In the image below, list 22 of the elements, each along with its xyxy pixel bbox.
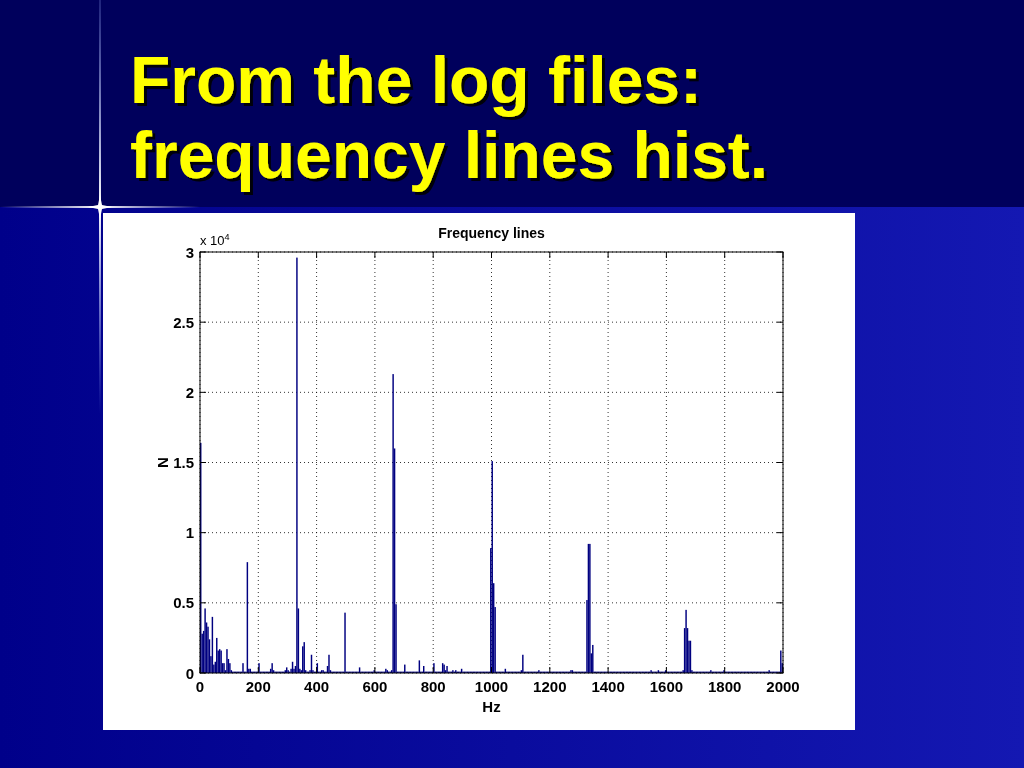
- y-tick-label: 3: [185, 243, 194, 261]
- x-tick-label: 800: [420, 678, 446, 695]
- x-tick-label: 1400: [591, 678, 625, 695]
- x-axis-title: Hz: [482, 698, 501, 715]
- y-tick-label: 0: [185, 664, 194, 682]
- x-tick-label: 2000: [766, 678, 800, 695]
- text: x 10$^{4}$: [200, 232, 230, 248]
- chart-title: From the log files: frequency lines hist.: [130, 43, 769, 192]
- y-tick-label: 2: [185, 383, 194, 401]
- x-tick-label: 1200: [533, 678, 567, 695]
- y-tick-label: 1.5: [173, 454, 194, 471]
- x-tick-label: 400: [304, 678, 330, 695]
- x-tick-label: 1000: [474, 678, 509, 695]
- y-tick-label: 1: [185, 524, 194, 542]
- x-tick-label: 1600: [649, 678, 684, 695]
- y-axis-title: N: [153, 457, 171, 468]
- x-tick-label: 1800: [708, 678, 742, 695]
- x-tick-label: 200: [245, 678, 271, 695]
- chart-subtitle: Frequency lines: [438, 225, 546, 241]
- x-tick-label: 600: [362, 678, 388, 695]
- y-tick-label: 2.5: [173, 313, 194, 331]
- y-tick-label: 0.5: [173, 594, 194, 612]
